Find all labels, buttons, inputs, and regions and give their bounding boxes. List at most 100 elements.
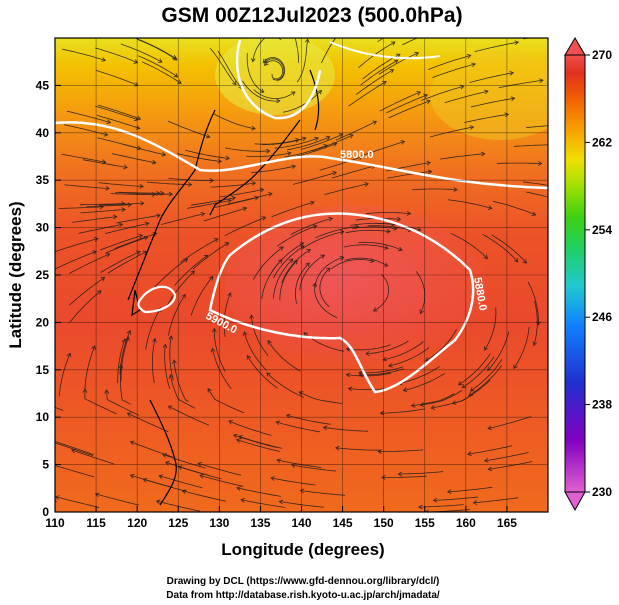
streamline — [388, 347, 430, 367]
streamline-arrowhead — [278, 499, 284, 505]
streamline — [55, 238, 99, 252]
streamline-arrowhead — [299, 242, 305, 247]
streamline-arrowhead — [181, 293, 186, 299]
streamline-arrowhead — [555, 143, 559, 147]
streamline — [488, 461, 533, 470]
streamline-arrowhead — [152, 337, 157, 343]
coast-korea-china — [127, 109, 216, 301]
streamline — [236, 487, 282, 497]
streamline-arrowhead — [261, 216, 267, 221]
streamline — [80, 203, 125, 206]
streamline-arrowhead — [199, 474, 204, 479]
streamline-arrowhead — [406, 210, 412, 216]
streamline — [153, 258, 188, 289]
streamline — [164, 344, 171, 389]
streamline-arrowhead — [123, 164, 128, 170]
colorbar: 270 262 254 246 238 230 — [564, 37, 612, 512]
streamline — [373, 274, 389, 312]
streamline — [111, 153, 156, 164]
streamline — [228, 420, 272, 436]
streamline — [86, 204, 132, 207]
streamline — [343, 244, 389, 249]
streamline-arrowhead — [358, 155, 364, 160]
streamline-arrowhead — [251, 125, 256, 131]
streamline — [513, 144, 548, 147]
streamline — [119, 191, 164, 194]
streamline-arrowhead — [264, 58, 269, 64]
streamline — [267, 340, 301, 372]
streamline — [100, 251, 141, 273]
streamline — [281, 249, 311, 284]
streamline — [55, 442, 94, 456]
streamline — [99, 202, 144, 206]
y-tick-label: 45 — [36, 78, 50, 92]
streamline — [271, 201, 315, 218]
streamline-arrowhead — [379, 410, 385, 416]
streamline — [262, 57, 286, 82]
streamline-arrowhead — [276, 98, 281, 104]
streamline-arrowhead — [345, 372, 351, 378]
streamline — [219, 189, 264, 198]
streamline-arrowhead — [164, 461, 170, 466]
streamline-arrowhead — [242, 206, 248, 212]
streamline — [276, 225, 317, 247]
streamline-arrowhead — [381, 475, 386, 480]
streamline — [462, 356, 495, 389]
streamline-arrowhead — [112, 214, 118, 220]
streamline — [299, 254, 325, 291]
y-axis-label: Latitude (degrees) — [6, 201, 25, 348]
streamline-arrowhead — [190, 270, 195, 276]
streamline — [302, 231, 344, 249]
streamline — [335, 447, 381, 451]
streamline-arrowhead — [168, 335, 174, 340]
streamline — [290, 217, 333, 235]
streamline — [61, 48, 106, 61]
x-tick-label: 115 — [86, 516, 106, 530]
streamline-arrowhead — [173, 73, 179, 78]
streamline — [99, 234, 143, 251]
colorbar-body — [564, 54, 586, 493]
streamline-arrowhead — [396, 216, 402, 222]
streamline — [331, 258, 374, 270]
streamline-arrowhead — [372, 307, 378, 312]
streamline-arrowhead — [504, 112, 510, 118]
streamline-arrowhead — [224, 242, 230, 247]
streamline-arrowhead — [266, 372, 271, 377]
streamline-arrowhead — [304, 38, 310, 43]
streamline — [284, 144, 328, 158]
streamline-arrowhead — [419, 402, 425, 407]
streamline-arrowhead — [238, 435, 243, 440]
streamline — [311, 134, 354, 152]
colorbar-tick-label: 254 — [592, 223, 612, 237]
streamline — [105, 236, 148, 254]
streamline-arrowhead — [301, 136, 307, 142]
y-axis-ticks: 0 5 10 15 20 25 30 35 40 45 — [36, 78, 61, 519]
streamline-arrowhead — [251, 181, 257, 186]
x-tick-label: 155 — [415, 516, 435, 530]
streamline — [236, 439, 280, 452]
map-panel — [51, 38, 559, 512]
streamline-arrowhead — [162, 343, 168, 349]
streamline-arrowhead — [51, 441, 55, 445]
streamline — [270, 242, 304, 274]
streamline — [447, 486, 493, 493]
streamline-arrowhead — [118, 364, 124, 369]
streamline-arrowhead — [160, 190, 165, 196]
streamline — [292, 172, 337, 185]
streamline — [120, 337, 129, 382]
streamline-arrowhead — [414, 51, 420, 57]
streamline — [61, 153, 106, 163]
streamline — [58, 353, 71, 397]
contour-5880 — [208, 212, 475, 394]
streamline-arrowhead — [487, 205, 493, 210]
streamline-arrowhead — [101, 57, 107, 62]
streamline-arrowhead — [138, 233, 144, 239]
streamline — [358, 241, 403, 251]
streamline — [350, 222, 396, 226]
streamline — [296, 39, 309, 83]
streamline-arrowhead — [382, 356, 388, 362]
streamline — [106, 389, 139, 416]
streamline-arrowhead — [468, 391, 473, 397]
y-tick-label: 0 — [42, 505, 49, 519]
streamline-arrowhead — [328, 216, 334, 222]
